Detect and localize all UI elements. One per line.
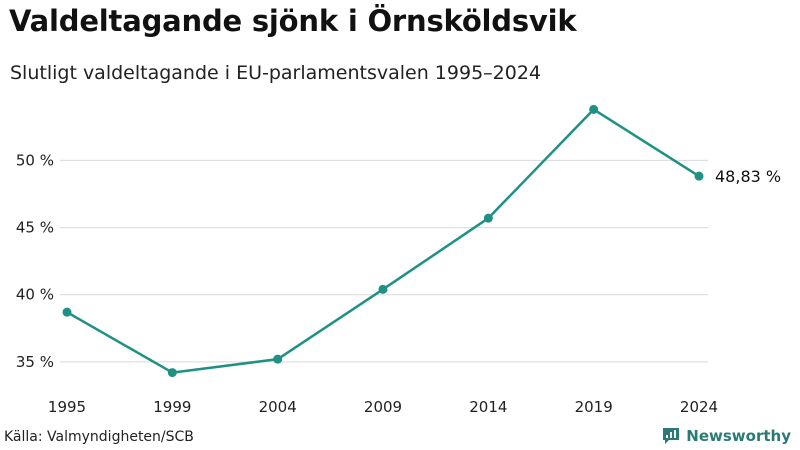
- end-value-label: 48,83 %: [715, 167, 781, 186]
- x-tick-label: 2019: [575, 398, 613, 416]
- data-point: [589, 104, 599, 114]
- x-tick-label: 2004: [259, 398, 297, 416]
- y-tick-label: 40 %: [16, 286, 54, 304]
- brand-name: Newsworthy: [686, 427, 791, 445]
- data-point: [62, 307, 72, 317]
- x-tick-label: 2009: [364, 398, 402, 416]
- data-point: [378, 284, 388, 294]
- data-point: [167, 368, 177, 378]
- series-line: [66, 108, 700, 374]
- data-point: [273, 354, 283, 364]
- y-tick-label: 45 %: [16, 219, 54, 237]
- x-tick-label: 1999: [153, 398, 191, 416]
- data-point: [483, 213, 493, 223]
- x-tick-label: 1995: [48, 398, 86, 416]
- chart-title: Valdeltagande sjönk i Örnsköldsvik: [9, 4, 577, 38]
- data-point: [694, 171, 704, 181]
- brand-logo[interactable]: Newsworthy: [662, 427, 791, 445]
- y-tick-label: 50 %: [16, 151, 54, 169]
- y-tick-label: 35 %: [16, 353, 54, 371]
- x-tick-label: 2014: [469, 398, 507, 416]
- newsworthy-icon: [663, 428, 680, 444]
- chart-subtitle: Slutligt valdeltagande i EU-parlamentsva…: [10, 62, 542, 84]
- x-tick-label: 2024: [680, 398, 718, 416]
- source-note: Källa: Valmyndigheten/SCB: [4, 429, 194, 445]
